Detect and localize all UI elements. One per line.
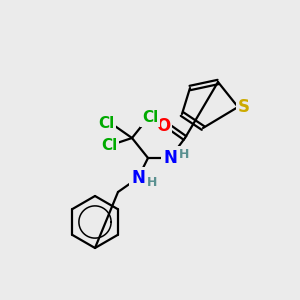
Text: Cl: Cl xyxy=(101,139,117,154)
Text: H: H xyxy=(179,148,189,160)
Text: S: S xyxy=(238,98,250,116)
Text: N: N xyxy=(163,149,177,167)
Text: O: O xyxy=(156,117,170,135)
Text: Cl: Cl xyxy=(98,116,114,131)
Text: Cl: Cl xyxy=(142,110,158,125)
Text: N: N xyxy=(131,169,145,187)
Text: H: H xyxy=(147,176,157,188)
